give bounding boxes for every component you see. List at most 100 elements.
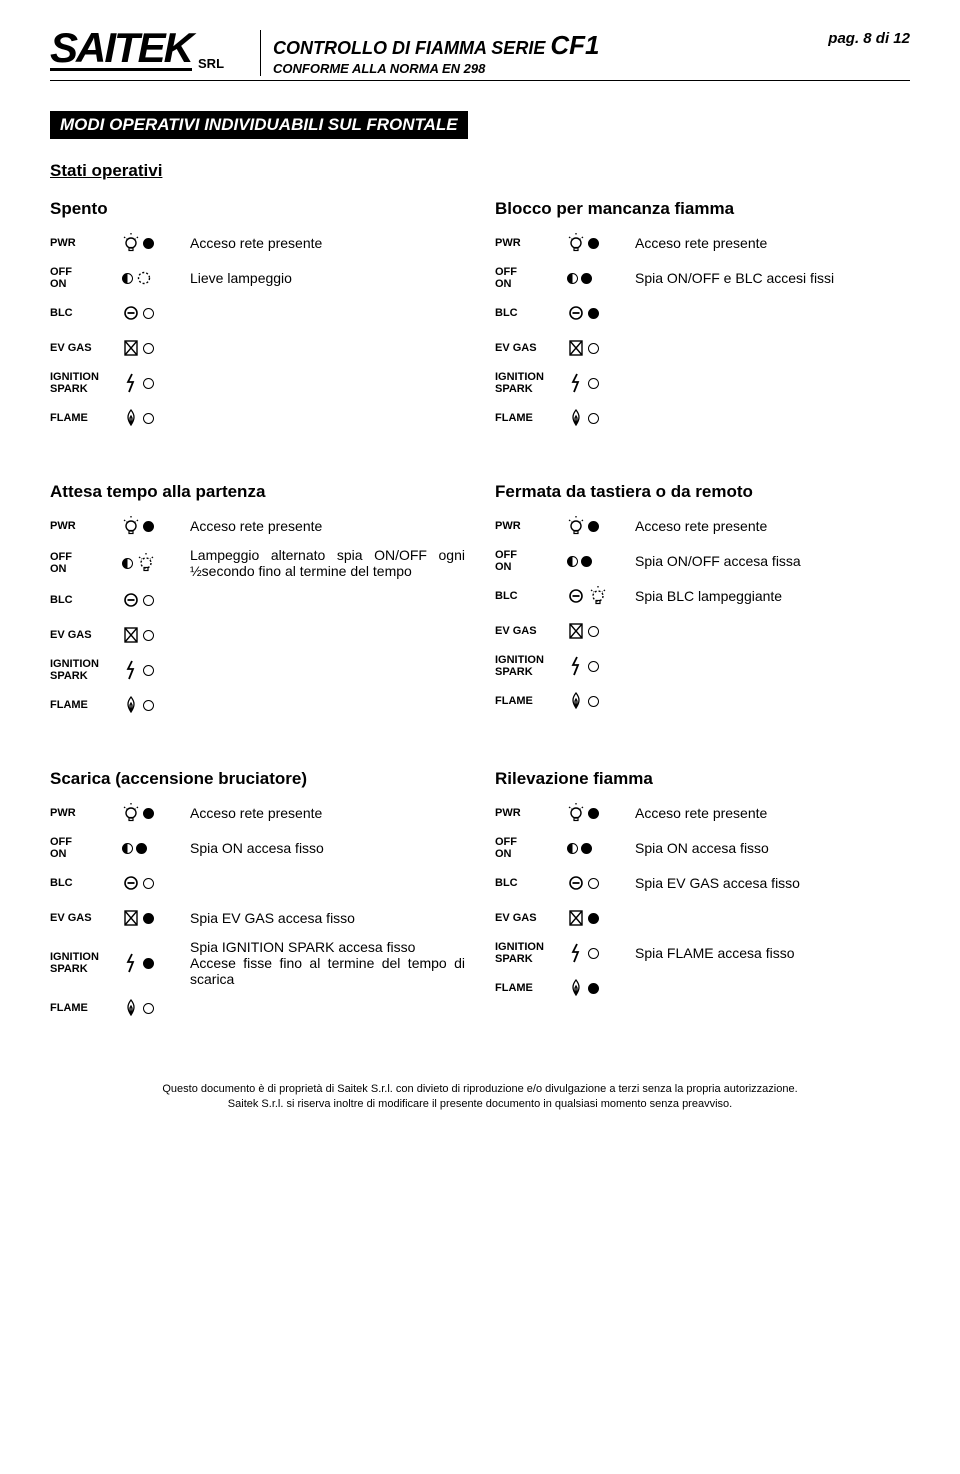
logo-text: SAITEK [50,30,192,71]
indicator-label: BLC [495,877,567,889]
indicator-label: IGNITIONSPARK [495,371,567,395]
indicator-desc: Acceso rete presente [625,235,910,251]
header-page: pag. 8 di 12 [828,30,910,47]
section-title: MODI OPERATIVI INDIVIDUABILI SUL FRONTAL… [50,111,468,139]
indicator-row-blc: BLC Spia EV GAS accesa fisso [495,869,910,897]
indicator-desc: Spia ON accesa fisso [625,840,910,856]
indicator-label: IGNITIONSPARK [50,951,122,975]
title-model: CF1 [550,30,599,60]
indicator-row-off_on: OFFON Spia ON/OFF e BLC accesi fissi [495,264,910,292]
indicator-list: PWR Acceso rete presente OFFON Spia ON/O… [495,512,910,715]
indicator-label: OFFON [495,266,567,290]
indicator-icons [122,270,180,286]
indicator-icons [567,690,625,712]
indicator-row-flame: FLAME [50,404,465,432]
indicator-row-blc: BLC [50,869,465,897]
state-block-right: Blocco per mancanza fiamma PWR Acceso re… [495,199,910,432]
indicator-label: OFFON [50,266,122,290]
state-block-left: Scarica (accensione bruciatore) PWR Acce… [50,769,465,1022]
indicator-row-ev_gas: EV GAS [495,334,910,362]
indicator-label: EV GAS [495,625,567,637]
indicator-label: IGNITIONSPARK [495,941,567,965]
indicator-icons [122,515,180,537]
indicator-list: PWR Acceso rete presente OFFON Spia ON a… [50,799,465,1022]
indicator-label: EV GAS [495,912,567,924]
state-row: Attesa tempo alla partenza PWR Acceso re… [50,482,910,719]
indicator-label: PWR [495,520,567,532]
page: SAITEKSRL CONTROLLO DI FIAMMA SERIE CF1 … [0,0,960,1133]
indicator-icons [567,872,625,894]
indicator-row-blc: BLC Spia BLC lampeggiante [495,582,910,610]
indicator-row-off_on: OFFON Lieve lampeggio [50,264,465,292]
indicator-row-flame: FLAME [495,687,910,715]
indicator-icons [567,585,625,607]
indicator-icons [122,302,180,324]
state-title: Attesa tempo alla partenza [50,482,465,502]
indicator-desc: Spia BLC lampeggiante [625,588,910,604]
state-title: Scarica (accensione bruciatore) [50,769,465,789]
indicator-icons [122,907,180,929]
indicator-icons [122,337,180,359]
indicator-label: PWR [495,807,567,819]
indicator-icons [122,624,180,646]
indicator-desc: Lampeggio alternato spia ON/OFF ogni ½se… [180,547,465,579]
indicator-label: IGNITIONSPARK [50,658,122,682]
indicator-row-flame: FLAME [50,994,465,1022]
indicator-icons [122,589,180,611]
indicator-list: PWR Acceso rete presente OFFON Lieve lam… [50,229,465,432]
header: SAITEKSRL CONTROLLO DI FIAMMA SERIE CF1 … [50,30,910,81]
indicator-label: BLC [495,307,567,319]
indicator-label: PWR [50,520,122,532]
state-row: Spento PWR Acceso rete presente OFFON Li… [50,199,910,432]
indicator-desc: Acceso rete presente [180,235,465,251]
indicator-label: EV GAS [50,912,122,924]
indicator-desc: Acceso rete presente [625,805,910,821]
stati-operativi: Stati operativi [50,161,910,181]
indicator-list: PWR Acceso rete presente OFFON Lampeggio… [50,512,465,719]
indicator-label: OFFON [495,549,567,573]
indicator-icons [122,802,180,824]
indicator-desc: Spia IGNITION SPARK accesa fissoAccese f… [180,939,465,987]
state-block-right: Fermata da tastiera o da remoto PWR Acce… [495,482,910,719]
indicator-label: FLAME [50,699,122,711]
indicator-icons [122,372,180,394]
indicator-icons [567,556,625,567]
state-block-right: Rilevazione fiamma PWR Acceso rete prese… [495,769,910,1022]
indicator-label: BLC [50,594,122,606]
indicator-icons [122,232,180,254]
indicator-desc: Acceso rete presente [625,518,910,534]
indicator-row-ignition: IGNITIONSPARK [50,656,465,684]
indicator-label: OFFON [50,551,122,575]
indicator-icons [567,232,625,254]
indicator-desc: Spia FLAME accesa fisso [625,945,910,961]
footer: Questo documento è di proprietà di Saite… [50,1082,910,1113]
indicator-icons [122,407,180,429]
indicator-row-flame: FLAME [495,404,910,432]
indicator-icons [122,659,180,681]
indicator-list: PWR Acceso rete presente OFFON Spia ON/O… [495,229,910,432]
state-block-left: Spento PWR Acceso rete presente OFFON Li… [50,199,465,432]
indicator-icons [122,952,180,974]
indicator-label: IGNITIONSPARK [50,371,122,395]
indicator-desc: Spia ON/OFF accesa fissa [625,553,910,569]
indicator-label: FLAME [495,695,567,707]
indicator-row-flame: FLAME [495,974,910,1002]
indicator-icons [567,977,625,999]
indicator-icons [567,407,625,429]
indicator-label: EV GAS [50,342,122,354]
indicator-row-blc: BLC [50,299,465,327]
indicator-label: FLAME [495,982,567,994]
indicator-icons [122,872,180,894]
state-title: Spento [50,199,465,219]
indicator-icons [567,515,625,537]
indicator-desc: Spia EV GAS accesa fisso [180,910,465,926]
indicator-row-flame: FLAME [50,691,465,719]
indicator-desc: Spia EV GAS accesa fisso [625,875,910,891]
indicator-row-ev_gas: EV GAS [50,621,465,649]
indicator-label: OFFON [495,836,567,860]
indicator-label: PWR [50,237,122,249]
state-block-left: Attesa tempo alla partenza PWR Acceso re… [50,482,465,719]
header-sub: CONFORME ALLA NORMA EN 298 [273,61,910,76]
indicator-icons [567,907,625,929]
indicator-icons [122,552,180,574]
